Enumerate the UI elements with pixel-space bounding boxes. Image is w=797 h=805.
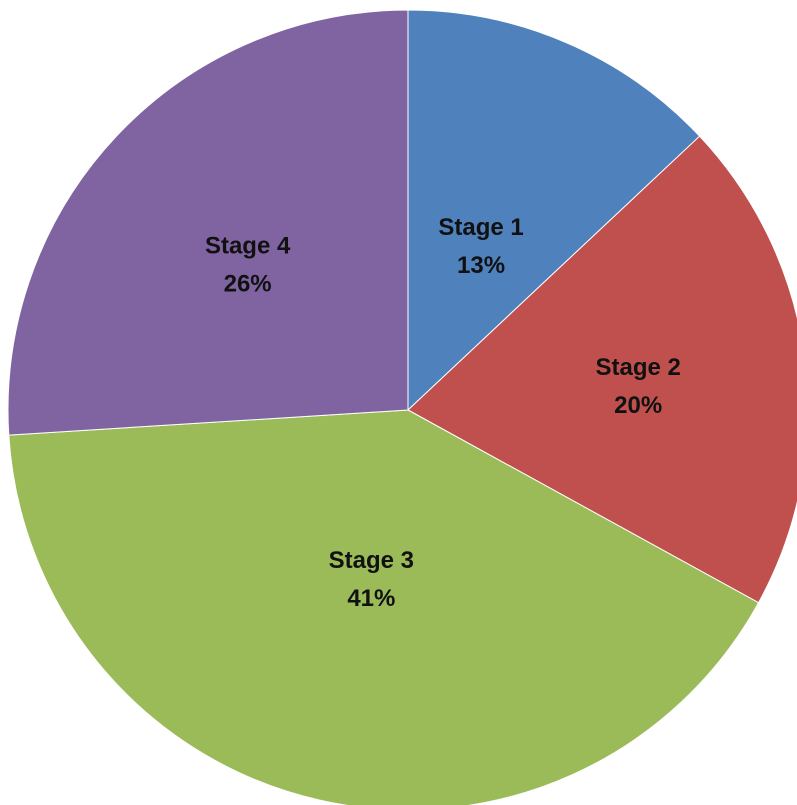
slice-category-label: Stage 2 xyxy=(595,354,680,381)
slice-percent-label: 13% xyxy=(457,252,505,279)
slice-category-label: Stage 1 xyxy=(438,214,523,241)
pie-slice-stage-3 xyxy=(8,409,760,805)
pie-slice-stage-1 xyxy=(407,9,701,412)
slice-category-label: Stage 4 xyxy=(205,232,291,259)
slice-percent-label: 26% xyxy=(224,270,272,297)
pie-slice-stage-2 xyxy=(407,135,797,604)
pie-labels: Stage 1 13% Stage 2 20% Stage 3 41% Stag… xyxy=(205,214,681,612)
slice-label-stage-2: Stage 2 20% xyxy=(595,354,680,419)
slice-category-label: Stage 3 xyxy=(329,547,414,574)
slice-percent-label: 41% xyxy=(347,585,395,612)
pie-slices xyxy=(7,9,797,805)
pie-slice-stage-4 xyxy=(7,9,409,436)
slice-label-stage-4: Stage 4 26% xyxy=(205,232,291,297)
slice-label-stage-1: Stage 1 13% xyxy=(438,214,523,279)
slice-percent-label: 20% xyxy=(614,392,662,419)
slice-label-stage-3: Stage 3 41% xyxy=(329,547,414,612)
